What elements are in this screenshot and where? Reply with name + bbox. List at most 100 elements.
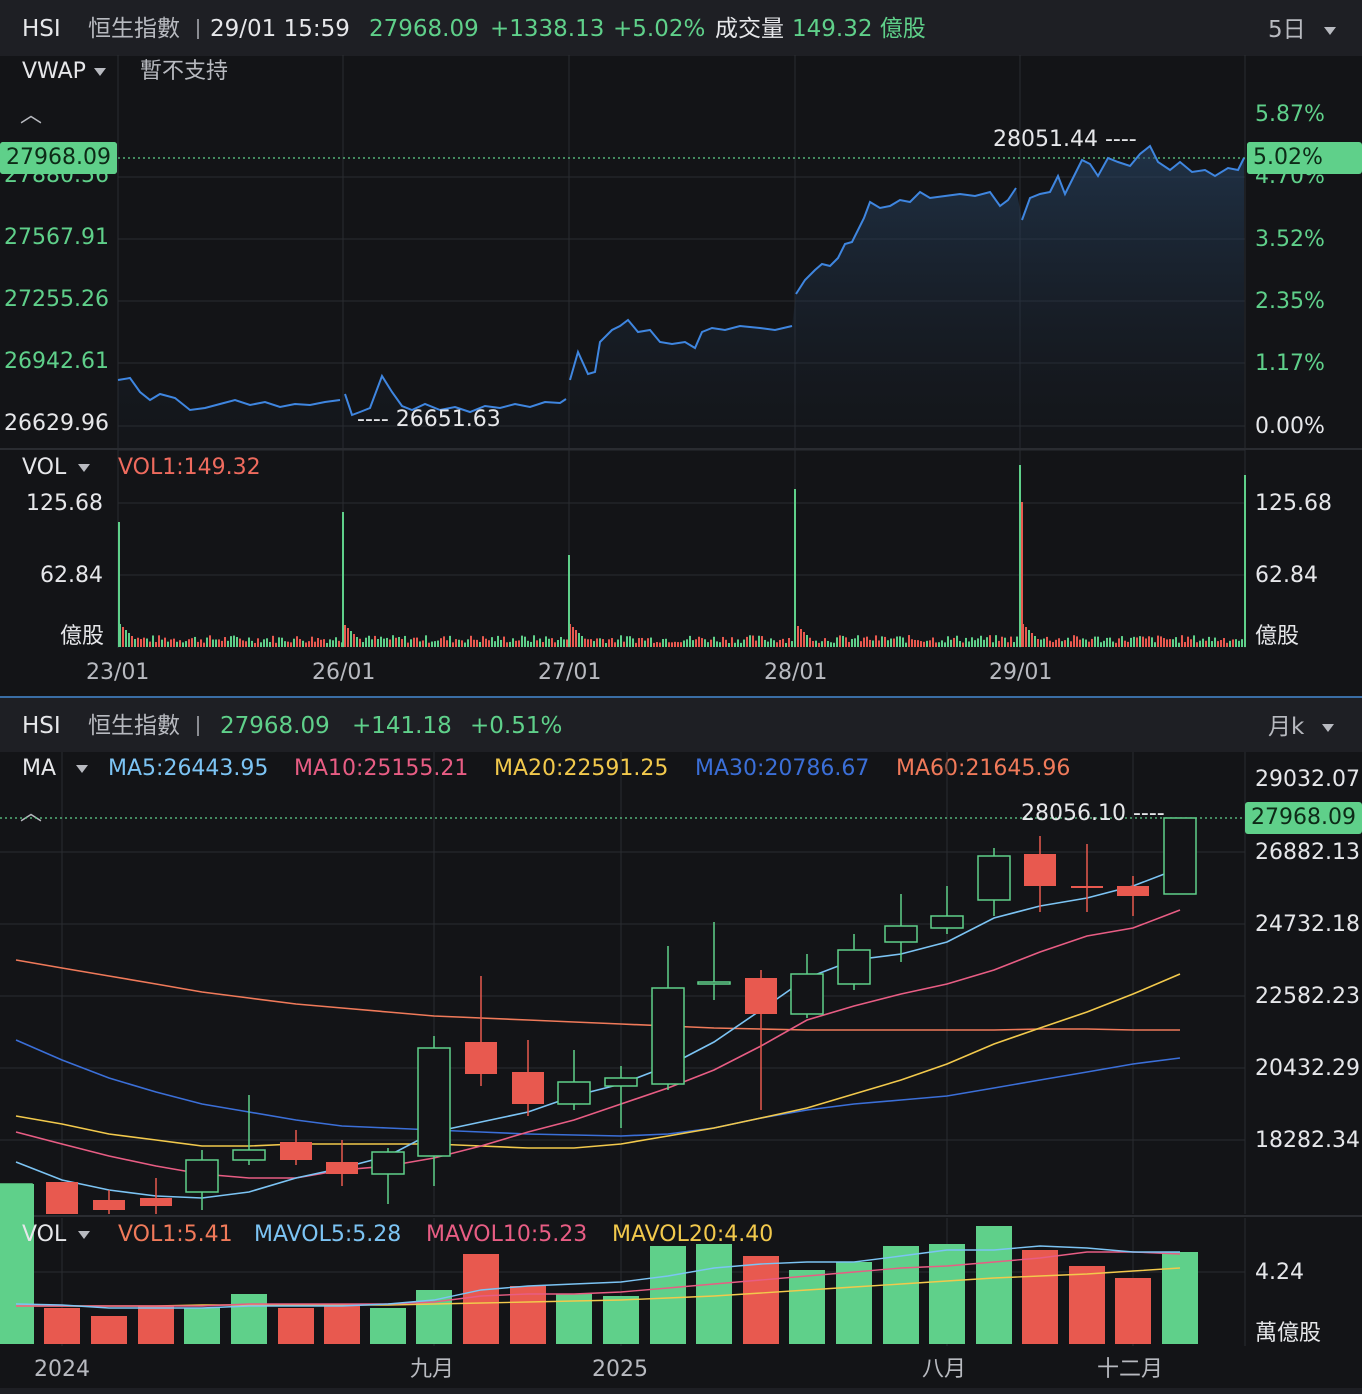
- ma-line: [15, 1039, 1181, 1137]
- chevron-down-icon: [78, 1231, 91, 1239]
- volume-bar: [578, 633, 580, 647]
- volume-bar: [179, 640, 181, 647]
- volume-bar: [605, 642, 607, 647]
- volume-bar: [1162, 1252, 1198, 1344]
- candle-body: [185, 1159, 219, 1193]
- volume-bar: [752, 635, 754, 647]
- volume-bar: [449, 635, 451, 647]
- volume-bar: [713, 636, 715, 647]
- volume-bar: [410, 639, 412, 647]
- panel-divider: [0, 696, 1362, 698]
- volume-bar: [596, 638, 598, 647]
- volume-bar: [1076, 636, 1078, 647]
- volume-bar: [674, 641, 676, 647]
- period-selector-5day[interactable]: 5日: [1268, 16, 1336, 44]
- ma-indicator-dropdown[interactable]: MA: [22, 755, 89, 783]
- volume-bar: [1037, 639, 1039, 647]
- volume-bar: [1118, 638, 1120, 647]
- vol-indicator-dropdown[interactable]: VOL: [22, 454, 91, 482]
- top-vol-unit-left: 億股: [60, 624, 105, 649]
- volume-bar: [557, 639, 559, 647]
- volume-bar: [1139, 636, 1141, 647]
- volume-bar: [548, 638, 550, 647]
- volume-bar: [488, 640, 490, 647]
- volume-bar: [848, 641, 850, 647]
- volume-bar: [1025, 627, 1027, 647]
- volume-bar: [797, 626, 799, 647]
- volume-bar: [446, 640, 448, 647]
- volume-bar: [1229, 640, 1231, 647]
- volume-bar: [1193, 635, 1195, 647]
- volume-bar: [854, 638, 856, 647]
- candle-body: [557, 1081, 591, 1105]
- ma30-label: MA30:20786.67: [695, 756, 870, 781]
- volume-bar: [323, 639, 325, 647]
- volume-bar: [1064, 640, 1066, 647]
- volume-bar: [866, 636, 868, 647]
- price-axis-3: 22582.23: [1255, 984, 1360, 1009]
- volume-bar: [476, 639, 478, 647]
- left-axis-3: 26942.61: [4, 349, 109, 374]
- volume-bar: [1169, 639, 1171, 647]
- top-pct: +5.02%: [613, 16, 706, 42]
- volume-bar: [926, 640, 928, 647]
- volume-bar: [482, 636, 484, 647]
- volume-bar: [91, 1316, 127, 1344]
- volume-bar: [1022, 1250, 1058, 1344]
- volume-bar: [761, 636, 763, 647]
- volume-bar: [215, 639, 217, 647]
- volume-bar: [746, 636, 748, 647]
- volume-bar: [494, 641, 496, 647]
- bottom-pct: +0.51%: [470, 713, 563, 739]
- top-vol1-label: VOL1:149.32: [118, 455, 261, 480]
- volume-bar: [236, 637, 238, 647]
- vwap-indicator-dropdown[interactable]: VWAP: [22, 58, 106, 86]
- volume-bar: [416, 1290, 452, 1344]
- volume-bar: [575, 630, 577, 647]
- volume-bar: [140, 639, 142, 647]
- volume-bar: [1157, 635, 1159, 647]
- collapse-chevron-up-icon[interactable]: ︿: [20, 801, 43, 826]
- volume-bar: [149, 641, 151, 647]
- period-selector-monthly[interactable]: 月k: [1268, 713, 1335, 741]
- top-price-tag-overlay: 27968.09: [0, 142, 117, 174]
- bottom-edge: [0, 1388, 1362, 1394]
- volume-bar: [755, 640, 757, 647]
- volume-bar: [463, 1254, 499, 1344]
- candle-body: [1024, 854, 1056, 886]
- volume-bar: [1073, 635, 1075, 647]
- volume-bar: [524, 636, 526, 647]
- volume-bar: [686, 639, 688, 647]
- volume-bar: [1100, 642, 1102, 647]
- volume-bar: [956, 635, 958, 647]
- volume-bar: [329, 639, 331, 647]
- volume-bar: [305, 642, 307, 647]
- volume-bar: [833, 642, 835, 647]
- volume-bar: [611, 638, 613, 647]
- right-axis-2: 3.52%: [1255, 227, 1325, 252]
- volume-bar: [419, 641, 421, 647]
- x-date-0: 23/01: [86, 660, 150, 685]
- volume-bar: [782, 638, 784, 647]
- volume-bar: [1187, 636, 1189, 647]
- volume-ma-lines: [15, 1245, 1181, 1309]
- left-axis-1: 27567.91: [4, 225, 109, 250]
- volume-bar: [188, 639, 190, 647]
- candle-body: [790, 973, 824, 1015]
- collapse-chevron-up-icon[interactable]: ︿: [20, 103, 43, 128]
- volume-bar: [689, 635, 691, 647]
- ma-label: MA: [22, 756, 57, 781]
- volume-bar: [131, 636, 133, 647]
- ma5-label: MA5:26443.95: [108, 756, 269, 781]
- volume-bar: [473, 639, 475, 647]
- bottom-vol-unit: 萬億股: [1255, 1321, 1322, 1346]
- volume-bar: [1154, 642, 1156, 647]
- volume-bar: [959, 641, 961, 647]
- top-low-label: ---- 26651.63: [357, 407, 501, 432]
- x-label-1: 九月: [410, 1357, 455, 1382]
- volume-bar: [809, 637, 811, 647]
- volume-bar: [1034, 636, 1036, 647]
- volume-bar: [173, 638, 175, 647]
- top-price: 27968.09: [369, 16, 479, 42]
- bottom-vol-dropdown[interactable]: VOL: [22, 1221, 91, 1249]
